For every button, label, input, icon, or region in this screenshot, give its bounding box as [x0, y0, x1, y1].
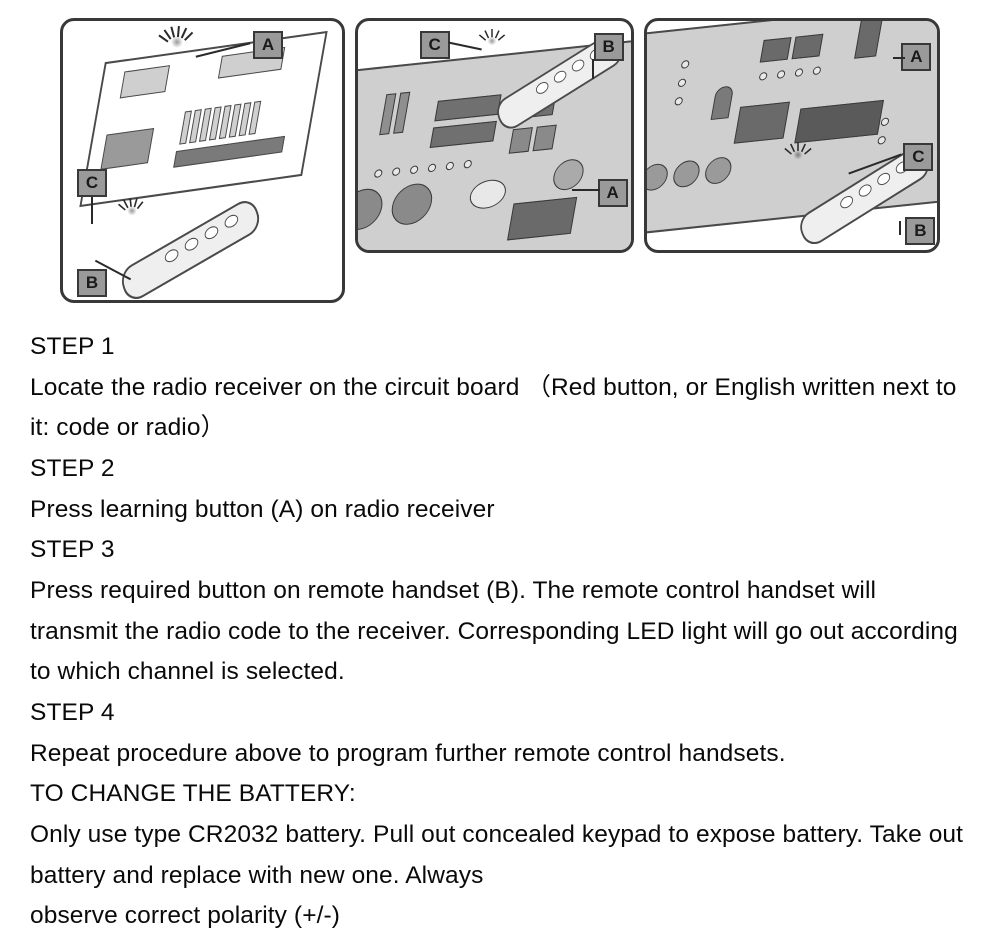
callout-label-b: B: [594, 33, 624, 61]
circuit-board-icon: [644, 18, 940, 239]
callout-label-a: A: [598, 179, 628, 207]
callout-label-c: C: [903, 143, 933, 171]
diagram-panel-2: C B A: [355, 18, 635, 253]
diagram-panel-3: A C B: [644, 18, 940, 253]
callout-label-b: B: [77, 269, 107, 297]
step2-text: Press learning button (A) on radio recei…: [30, 490, 970, 531]
step3-text: Press required button on remote handset …: [30, 571, 970, 693]
callout-label-a: A: [253, 31, 283, 59]
signal-spark-icon: [784, 146, 814, 169]
diagram-row: A C B: [0, 0, 1000, 303]
callout-label-b: B: [905, 217, 935, 245]
diagram-panel-1: A C B: [60, 18, 345, 303]
instructions-text: STEP 1 Locate the radio receiver on the …: [0, 303, 1000, 937]
step1-text: Locate the radio receiver on the circuit…: [30, 368, 970, 449]
signal-spark-icon: [158, 31, 196, 61]
callout-label-a: A: [901, 43, 931, 71]
circuit-board-icon: [79, 31, 327, 207]
signal-spark-icon: [477, 33, 506, 56]
step4-text: Repeat procedure above to program furthe…: [30, 734, 970, 775]
signal-spark-icon: [117, 202, 147, 226]
battery-text-1: Only use type CR2032 battery. Pull out c…: [30, 815, 970, 896]
step2-title: STEP 2: [30, 449, 970, 490]
step3-title: STEP 3: [30, 530, 970, 571]
callout-label-c: C: [77, 169, 107, 197]
battery-text-2: observe correct polarity (+/-): [30, 896, 970, 937]
callout-label-c: C: [420, 31, 450, 59]
battery-title: TO CHANGE THE BATTERY:: [30, 774, 970, 815]
step1-title: STEP 1: [30, 327, 970, 368]
step4-title: STEP 4: [30, 693, 970, 734]
